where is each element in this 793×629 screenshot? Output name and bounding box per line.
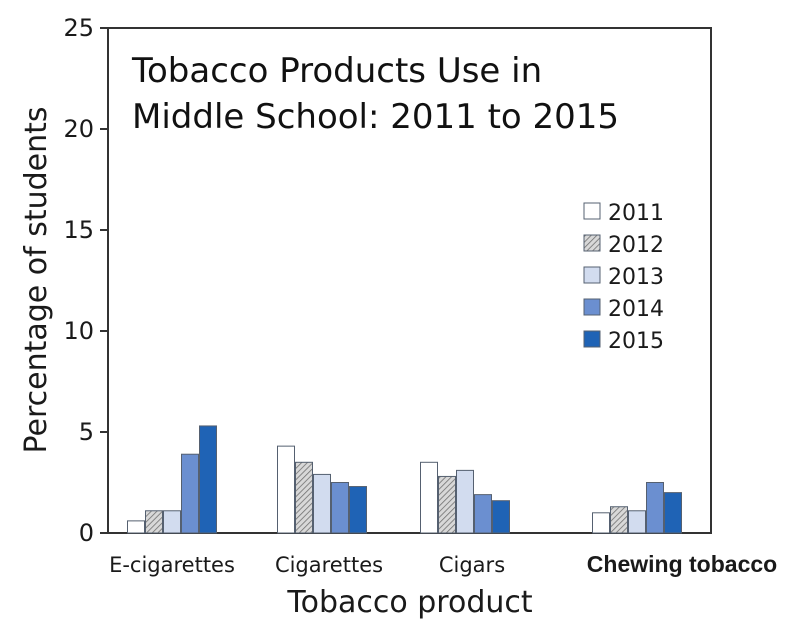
legend-label: 2013 <box>608 265 664 290</box>
y-tick-label: 20 <box>63 115 94 143</box>
bar-2015-cigarettes <box>349 486 367 534</box>
bar-2012-cigars <box>438 475 456 534</box>
bars <box>127 425 682 534</box>
bar-2013-e-cigarettes <box>163 510 181 534</box>
bar-2015-cigars <box>492 500 510 534</box>
bar-2013-chewing-tobacco <box>628 510 646 534</box>
bar-2015-chewing-tobacco <box>664 492 682 534</box>
legend-swatch-2014 <box>583 298 601 316</box>
x-category-label: Cigarettes <box>275 553 383 577</box>
bar-2014-cigars <box>474 494 492 534</box>
bar-2012-e-cigarettes <box>145 510 163 534</box>
legend-label: 2012 <box>608 233 664 258</box>
y-tick-label: 15 <box>63 216 94 244</box>
x-category-label: Cigars <box>439 553 505 577</box>
bar-2012-cigarettes <box>295 461 313 534</box>
bar-2015-e-cigarettes <box>199 425 217 534</box>
legend-label: 2015 <box>608 329 664 354</box>
bar-2011-e-cigarettes <box>127 520 145 534</box>
y-tick-label: 25 <box>63 14 94 42</box>
x-axis-title: Tobacco product <box>286 585 533 620</box>
bar-2014-cigarettes <box>331 482 349 534</box>
bar-2011-cigarettes <box>277 445 295 534</box>
legend-swatch-2011 <box>583 202 601 220</box>
y-axis-ticks: 0 5 10 15 20 25 <box>63 14 108 547</box>
bar-2013-cigars <box>456 469 474 534</box>
bar-2013-cigarettes <box>313 473 331 534</box>
bar-2012-chewing-tobacco <box>610 506 628 534</box>
y-tick-label: 10 <box>63 317 94 345</box>
y-tick-label: 0 <box>79 519 94 547</box>
chart-title-line-1: Tobacco Products Use in <box>131 51 542 91</box>
legend-swatch-2015 <box>583 330 601 348</box>
y-tick-label: 5 <box>79 418 94 446</box>
legend-label: 2011 <box>608 201 664 226</box>
y-axis-title: Percentage of students <box>19 106 54 453</box>
x-category-label: E-cigarettes <box>109 553 235 577</box>
bar-2014-e-cigarettes <box>181 453 199 534</box>
bar-2011-chewing-tobacco <box>592 512 610 534</box>
legend-label: 2014 <box>608 297 664 322</box>
legend-swatch-2012 <box>583 234 601 252</box>
bar-2014-chewing-tobacco <box>646 482 664 534</box>
x-axis-categories: E-cigarettes Cigarettes Cigars Chewing toba… <box>109 551 777 577</box>
x-category-label: Chewing tobacco <box>587 551 777 577</box>
legend: 2011 2012 2013 2014 2015 <box>583 201 664 354</box>
chart-title-line-2: Middle School: 2011 to 2015 <box>132 97 619 137</box>
legend-swatch-2013 <box>583 266 601 284</box>
bar-2011-cigars <box>420 461 438 534</box>
